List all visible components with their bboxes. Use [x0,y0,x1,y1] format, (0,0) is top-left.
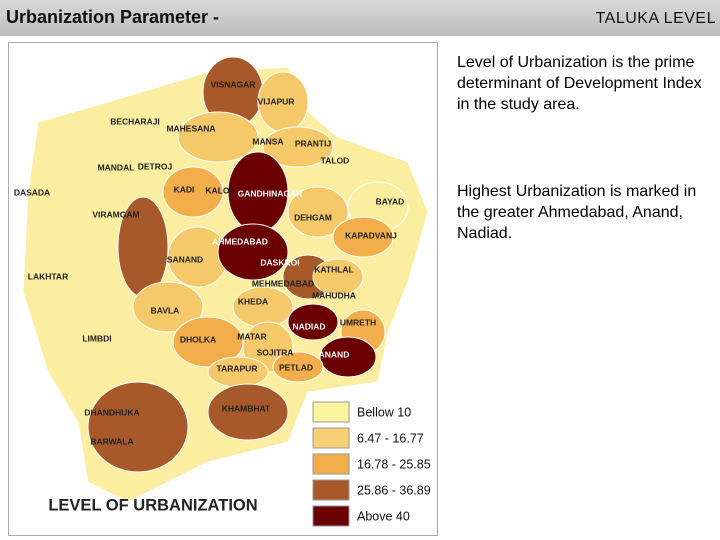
legend-label: 6.47 - 16.77 [357,431,424,445]
region-label: VIJAPUR [258,96,295,106]
legend: Bellow 10 6.47 - 16.77 16.78 - 25.85 25.86 … [308,394,436,532]
region [287,186,349,238]
region-label: DHANDHUKA [84,407,139,417]
region-label: VISNAGAR [211,79,256,89]
region [319,336,377,378]
region-label: MEHMEDABAD [252,278,314,288]
region-label: DETROJ [138,161,173,171]
region-label: MANSA [252,136,283,146]
header-bar: Urbanization Parameter - TALUKA LEVEL [0,0,720,36]
region [217,223,289,281]
region-label: KADI [174,184,195,194]
legend-swatch [312,453,350,475]
legend-swatch [312,401,350,423]
region-label: DEHGAM [294,212,332,222]
slide-title: Urbanization Parameter - [6,7,220,27]
region-label: BAYAD [376,196,405,206]
region [207,383,289,441]
legend-label: Bellow 10 [357,405,411,419]
region [87,381,189,473]
region [232,286,294,328]
legend-swatch [312,505,350,527]
region-label: MANDAL [98,162,135,172]
region [312,258,364,296]
region-label: BARWALA [90,436,133,446]
legend-swatch [312,427,350,449]
legend-label: 16.78 - 25.85 [357,457,431,471]
region-label: DASKROI [260,257,299,267]
region-label: SOJITRA [257,347,294,357]
region [287,303,339,341]
region-label: PRANTIJ [295,138,332,148]
slide-subtitle: TALUKA LEVEL [595,10,716,27]
region-label: DHOLKA [180,334,216,344]
region [177,111,259,163]
region-label: KHAMBHAT [222,403,271,413]
urbanization-map: VISNAGAR VIJAPUR BECHARAJI MAHESANA MANS… [8,42,438,536]
region-label: LIMBDI [82,333,111,343]
region-label: NADIAD [292,321,325,331]
legend-label: Above 40 [357,509,410,523]
region-label: ANAND [319,349,350,359]
region-label: KAPADVANJ [345,230,397,240]
region-label: LAKHTAR [28,271,68,281]
region [272,351,324,383]
region [262,126,334,168]
region [162,166,224,218]
map-regions [22,56,429,503]
region-label: MATAR [237,331,266,341]
region-label: SANAND [167,254,203,264]
region-label: TARAPUR [217,363,258,373]
region [332,216,394,258]
region-label: TALOD [321,155,350,165]
map-title: LEVEL OF URBANIZATION [48,496,257,514]
legend-label: 25.86 - 36.89 [357,483,431,497]
region-label: DASADA [14,187,50,197]
region-label: KATHLAL [314,264,354,274]
region-label: BECHARAJI [110,116,160,126]
region-label: UMRETH [340,317,376,327]
region-labels: VISNAGAR VIJAPUR BECHARAJI MAHESANA MANS… [14,79,405,446]
paragraph: Level of Urbanization is the prime deter… [457,54,702,113]
paragraph: Highest Urbanization is marked in the gr… [457,183,697,242]
region-label: KALOL [205,185,234,195]
region-label: BAVLA [151,305,180,315]
region-label: MAHUDHA [312,290,356,300]
legend-swatch [312,479,350,501]
region-label: KHEDA [238,296,268,306]
region-label: AHMEDABAD [212,236,268,246]
region-label: PETLAD [279,362,313,372]
region-label: GANDHINAGAR [238,188,303,198]
region-label: VIRAMGAM [92,209,139,219]
region [132,281,204,333]
region-label: MAHESANA [166,123,215,133]
